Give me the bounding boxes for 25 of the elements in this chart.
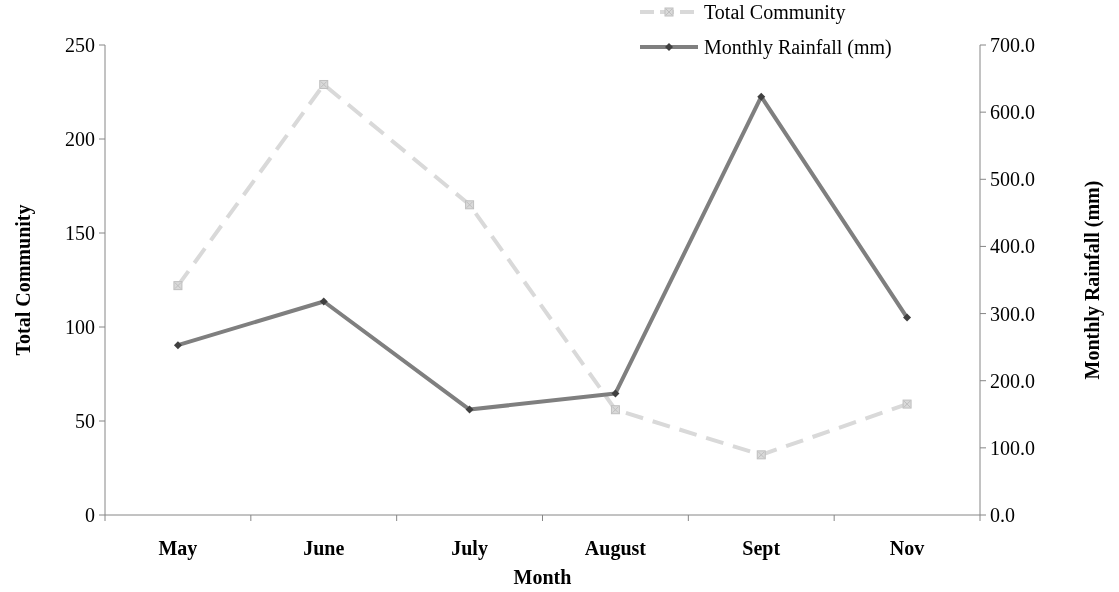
x-tick-label: August: [584, 537, 647, 560]
legend-label: Monthly Rainfall (mm): [704, 36, 892, 59]
y2-tick-label: 100.0: [990, 436, 1035, 459]
y-tick-label: 150: [65, 222, 95, 244]
y2-tick-label: 600.0: [990, 101, 1035, 124]
x-tick-label: Nov: [889, 537, 925, 559]
y2-tick-label: 500.0: [990, 168, 1035, 191]
y2-tick-label: 300.0: [990, 302, 1035, 325]
x-tick-label: Sept: [742, 537, 781, 560]
x-tick-label: May: [158, 537, 198, 560]
y-tick-label: 0: [85, 504, 95, 526]
y2-axis-title: Monthly Rainfall (mm): [1081, 180, 1104, 380]
y2-tick-label: 400.0: [990, 235, 1035, 258]
y-tick-label: 200: [65, 128, 95, 150]
y-tick-label: 250: [65, 34, 95, 56]
y2-tick-label: 0.0: [990, 504, 1015, 526]
x-tick-label: June: [303, 537, 345, 559]
legend-label: Total Community: [704, 1, 846, 24]
y-tick-label: 100: [65, 316, 95, 338]
x-tick-label: July: [451, 537, 488, 560]
y2-tick-label: 200.0: [990, 369, 1035, 392]
x-axis-title: Month: [513, 566, 572, 588]
y2-tick-label: 700.0: [990, 34, 1035, 56]
y-axis-title: Total Community: [12, 204, 35, 356]
y-tick-label: 50: [75, 410, 95, 432]
